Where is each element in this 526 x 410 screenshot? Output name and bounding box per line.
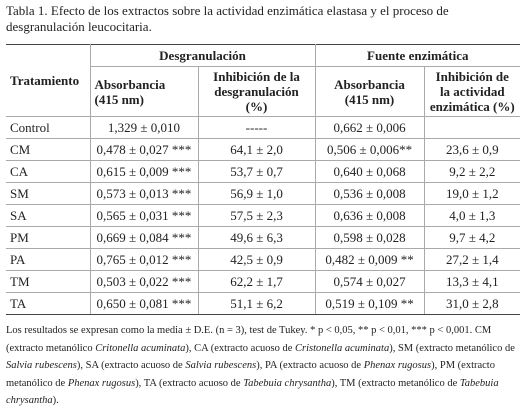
data-table: Tratamiento Desgranulación Fuente enzimá…: [6, 44, 521, 315]
row-label: TA: [6, 292, 91, 315]
table-row: CA 0,615 ± 0,009 *** 53,7 ± 0,7 0,640 ± 0,0…: [6, 160, 521, 183]
table-row: SM 0,573 ± 0,013 *** 56,9 ± 1,0 0,536 ± 0,0…: [6, 182, 521, 205]
footnote-text: Tabebuia chrysantha: [243, 377, 332, 389]
table-row: Control 1,329 ± 0,010 ----- 0,662 ± 0,006: [6, 116, 521, 139]
table-cell: 53,7 ± 0,7: [197, 160, 316, 183]
table-cell: 0,478 ± 0,027 ***: [89, 138, 199, 161]
footnote-text: Salvia rubescens: [185, 360, 257, 371]
table-cell: 49,6 ± 6,3: [197, 226, 316, 249]
footnote-text: Cristonella acuminata: [294, 342, 390, 354]
table-cell: 42,5 ± 0,9: [197, 248, 316, 271]
table-cell: 0,519 ± 0,109 **: [314, 292, 425, 315]
footnote-text: Salvia rubescens: [6, 360, 77, 371]
table-cell: 0,650 ± 0,081 ***: [89, 292, 199, 315]
row-label: SM: [6, 182, 91, 205]
table-cell: 0,640 ± 0,068: [314, 160, 425, 183]
row-label: TM: [6, 270, 91, 293]
table-cell: 0,598 ± 0,028: [314, 226, 425, 249]
table-cell: 0,482 ± 0,009 **: [314, 248, 425, 271]
table-cell: 31,0 ± 2,8: [423, 292, 521, 315]
table-cell: 51,1 ± 6,2: [197, 292, 316, 315]
footnote-text: Phenax rugosus: [67, 377, 136, 389]
table-cell: 57,5 ± 2,3: [197, 204, 316, 227]
table-cell: 0,536 ± 0,008: [314, 182, 425, 205]
footnote-text: ), SM (extracto metanólico de: [389, 342, 515, 354]
table-cell: 0,506 ± 0,006**: [314, 138, 425, 161]
table-row: CM 0,478 ± 0,027 *** 64,1 ± 2,0 0,506 ± 0,0…: [6, 138, 521, 161]
table-cell: 27,2 ± 1,4: [423, 248, 521, 271]
table-cell: 23,6 ± 0,9: [423, 138, 521, 161]
footnote-text: Los resultados se expresan como la media…: [6, 325, 492, 354]
table-cell: 0,565 ± 0,031 ***: [89, 204, 199, 227]
group-header: Fuente enzimática: [314, 44, 521, 67]
footnote-text: Phenax rugosus: [363, 360, 432, 371]
row-label: Control: [6, 116, 91, 139]
footnote-text: ), CA (extracto acuoso de: [185, 342, 295, 354]
group-header: Desgranulación: [89, 44, 316, 67]
table-cell: 9,2 ± 2,2: [423, 160, 521, 183]
table-row: PA 0,765 ± 0,012 *** 42,5 ± 0,9 0,482 ± 0,0…: [6, 248, 521, 271]
table-row: PM 0,669 ± 0,084 *** 49,6 ± 6,3 0,598 ± 0,0…: [6, 226, 521, 249]
table-cell: 62,2 ± 1,7: [197, 270, 316, 293]
table-row: TM 0,503 ± 0,022 *** 62,2 ± 1,7 0,574 ± 0,0…: [6, 270, 521, 293]
table-cell: 56,9 ± 1,0: [197, 182, 316, 205]
table-cell: 4,0 ± 1,3: [423, 204, 521, 227]
page-body: Tabla 1. Efecto de los extractos sobre l…: [6, 3, 521, 406]
table-row: SA 0,565 ± 0,031 *** 57,5 ± 2,3 0,636 ± 0,0…: [6, 204, 521, 227]
table-cell: 0,636 ± 0,008: [314, 204, 425, 227]
column-header: Absorbancia (415 nm): [90, 66, 199, 117]
table-cell: 9,7 ± 4,2: [423, 226, 521, 249]
table-cell: 0,503 ± 0,022 ***: [89, 270, 199, 293]
table-cell: -----: [197, 116, 316, 139]
row-header: Tratamiento: [6, 44, 91, 117]
footnote: Los resultados se expresan como la media…: [6, 322, 518, 410]
table-cell: 0,662 ± 0,006: [314, 116, 425, 139]
table-cell: 13,3 ± 4,1: [423, 270, 521, 293]
caption: Tabla 1. Efecto de los extractos sobre l…: [6, 3, 449, 34]
column-header: Inhibición de la actividad enzimática (%…: [423, 66, 521, 117]
footnote-text: ), SA (extracto acuoso de: [76, 360, 186, 371]
column-header: Absorbancia (415 nm): [314, 66, 425, 117]
page: {"caption": "Tabla 1. Efecto de los extr…: [6, 3, 521, 406]
row-label: PM: [6, 226, 91, 249]
footnote-text: ), TM (extracto metanólico de: [331, 377, 460, 389]
table-cell: 0,669 ± 0,084 ***: [89, 226, 199, 249]
table-cell: 0,574 ± 0,027: [314, 270, 425, 293]
footnote-text: ), PM (extracto metanólico de: [6, 360, 495, 389]
table-row: TA 0,650 ± 0,081 *** 51,1 ± 6,2 0,519 ± 0,1…: [6, 292, 521, 315]
table-cell: 64,1 ± 2,0: [197, 138, 316, 161]
table-cell: [423, 116, 521, 139]
row-label: PA: [6, 248, 91, 271]
row-label: SA: [6, 204, 91, 227]
table-cell: 0,765 ± 0,012 ***: [89, 248, 199, 271]
table-cell: 1,329 ± 0,010: [89, 116, 199, 139]
footnote-text: ), PA (extracto acuoso de: [256, 360, 364, 371]
table-cell: 19,0 ± 1,2: [423, 182, 521, 205]
row-label: CA: [6, 160, 91, 183]
column-header: Inhibición de la desgranulación (%): [197, 66, 316, 117]
table-cell: 0,573 ± 0,013 ***: [89, 182, 199, 205]
row-label: CM: [6, 138, 91, 161]
footnote-text: ), TA (extracto acuoso de: [135, 377, 244, 389]
table-cell: 0,615 ± 0,009 ***: [89, 160, 199, 183]
footnote-text: Critonella acuminata: [95, 342, 186, 354]
